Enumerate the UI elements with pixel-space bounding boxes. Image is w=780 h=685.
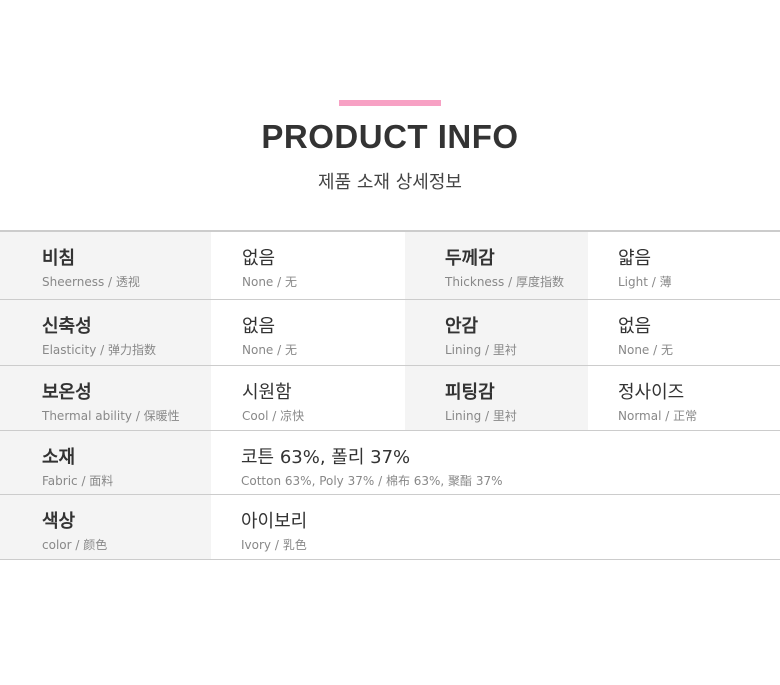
attribute-label: 안감 Lining / 里衬 — [405, 300, 588, 365]
translation-text: Ivory / 乳色 — [241, 538, 307, 552]
table-row: 비침 Sheerness / 透视 없음 None / 无 두께감 Thickness /… — [0, 232, 780, 300]
attribute-value: 코튼 63%, 폴리 37% Cotton 63%, Poly 37% / 棉布 … — [211, 431, 780, 494]
korean-text: 코튼 63%, 폴리 37% — [241, 447, 411, 468]
attribute-value: 정사이즈 Normal / 正常 — [588, 366, 780, 430]
attribute-value: 없음 None / 无 — [211, 300, 405, 365]
translation-text: color / 颜色 — [42, 538, 108, 552]
korean-text: 신축성 — [42, 316, 92, 337]
attribute-value: 시원함 Cool / 凉快 — [211, 366, 405, 430]
korean-text: 안감 — [445, 316, 479, 337]
translation-text: None / 无 — [242, 343, 297, 357]
attribute-label: 소재 Fabric / 面料 — [0, 431, 211, 494]
table-row: 신축성 Elasticity / 弹力指数 없음 None / 无 안감 Lining /… — [0, 300, 780, 366]
accent-bar — [339, 100, 441, 106]
translation-text: Cool / 凉快 — [242, 409, 305, 423]
attribute-value: 얇음 Light / 薄 — [588, 232, 780, 299]
attribute-value: 없음 None / 无 — [588, 300, 780, 365]
korean-text: 시원함 — [242, 382, 292, 403]
korean-text: 피팅감 — [445, 382, 495, 403]
translation-text: Fabric / 面料 — [42, 474, 114, 488]
korean-text: 정사이즈 — [618, 382, 685, 403]
korean-text: 보온성 — [42, 382, 92, 403]
korean-text: 비침 — [42, 248, 76, 269]
attribute-label: 두께감 Thickness / 厚度指数 — [405, 232, 588, 299]
translation-text: None / 无 — [242, 275, 297, 289]
table-row: 색상 color / 颜色 아이보리 Ivory / 乳色 — [0, 495, 780, 560]
korean-text: 얇음 — [618, 248, 652, 269]
attribute-label: 보온성 Thermal ability / 保暖性 — [0, 366, 211, 430]
page-title: PRODUCT INFO — [261, 118, 519, 155]
korean-text: 두께감 — [445, 248, 495, 269]
translation-text: Thickness / 厚度指数 — [445, 275, 564, 289]
translation-text: None / 无 — [618, 343, 673, 357]
attribute-label: 비침 Sheerness / 透视 — [0, 232, 211, 299]
product-info-table: 비침 Sheerness / 透视 없음 None / 无 두께감 Thickness /… — [0, 230, 780, 560]
translation-text: Lining / 里衬 — [445, 409, 517, 423]
translation-text: Normal / 正常 — [618, 409, 698, 423]
attribute-label: 피팅감 Lining / 里衬 — [405, 366, 588, 430]
korean-text: 없음 — [618, 316, 652, 337]
korean-text: 없음 — [242, 248, 276, 269]
attribute-label: 신축성 Elasticity / 弹力指数 — [0, 300, 211, 365]
page-subtitle: 제품 소재 상세정보 — [318, 172, 462, 193]
korean-text: 아이보리 — [241, 511, 308, 532]
korean-text: 없음 — [242, 316, 276, 337]
translation-text: Sheerness / 透视 — [42, 275, 140, 289]
attribute-value: 없음 None / 无 — [211, 232, 405, 299]
table-row: 소재 Fabric / 面料 코튼 63%, 폴리 37% Cotton 63%, P… — [0, 431, 780, 495]
attribute-label: 색상 color / 颜色 — [0, 495, 211, 559]
translation-text: Lining / 里衬 — [445, 343, 517, 357]
translation-text: Light / 薄 — [618, 275, 672, 289]
translation-text: Thermal ability / 保暖性 — [42, 409, 180, 423]
translation-text: Elasticity / 弹力指数 — [42, 343, 156, 357]
translation-text: Cotton 63%, Poly 37% / 棉布 63%, 聚酯 37% — [241, 474, 503, 488]
korean-text: 색상 — [42, 511, 76, 532]
table-row: 보온성 Thermal ability / 保暖性 시원함 Cool / 凉快 피팅감 L… — [0, 366, 780, 431]
attribute-value: 아이보리 Ivory / 乳色 — [211, 495, 780, 559]
korean-text: 소재 — [42, 447, 76, 468]
